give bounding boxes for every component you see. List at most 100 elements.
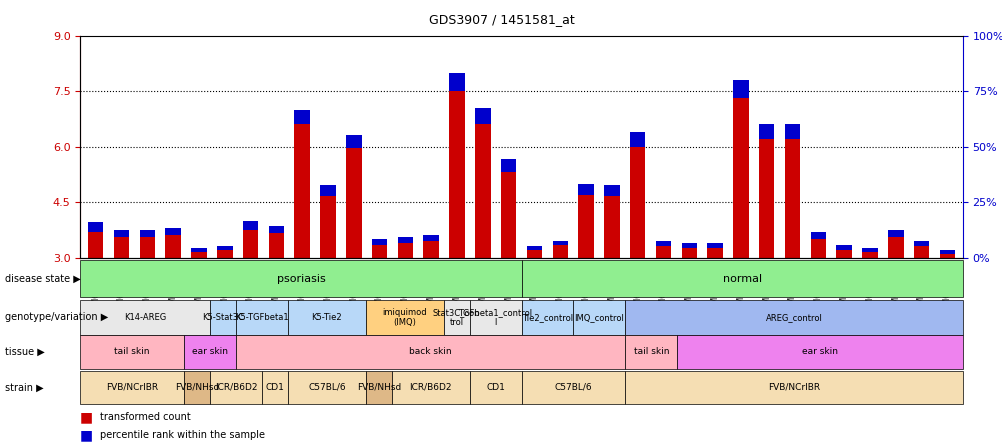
Bar	[706, 248, 722, 258]
Text: CD1: CD1	[266, 383, 285, 392]
Bar	[655, 241, 670, 246]
Bar	[784, 124, 800, 139]
Bar	[113, 237, 129, 258]
Bar	[269, 234, 284, 258]
Bar	[139, 230, 155, 237]
Bar	[216, 250, 232, 258]
Text: GDS3907 / 1451581_at: GDS3907 / 1451581_at	[428, 13, 574, 26]
Bar	[887, 237, 903, 258]
Bar	[913, 241, 929, 246]
Text: normal: normal	[721, 274, 762, 284]
Bar	[475, 124, 490, 258]
Bar	[165, 235, 180, 258]
Bar	[500, 172, 516, 258]
Bar	[191, 252, 206, 258]
Bar	[500, 159, 516, 172]
Text: ■: ■	[80, 410, 93, 424]
Text: disease state ▶: disease state ▶	[5, 274, 81, 284]
Bar	[629, 132, 645, 147]
Bar	[681, 248, 696, 258]
Bar	[397, 243, 413, 258]
Bar	[320, 197, 336, 258]
Text: K5-Tie2: K5-Tie2	[312, 313, 342, 322]
Text: FVB/NHsd: FVB/NHsd	[174, 383, 219, 392]
Bar	[88, 222, 103, 232]
Bar	[139, 237, 155, 258]
Text: FVB/NCrIBR: FVB/NCrIBR	[106, 383, 158, 392]
Bar	[706, 243, 722, 248]
Bar	[346, 148, 361, 258]
Bar	[759, 124, 774, 139]
Bar	[603, 197, 619, 258]
Bar	[526, 250, 542, 258]
Text: genotype/variation ▶: genotype/variation ▶	[5, 313, 108, 322]
Text: FVB/NHsd: FVB/NHsd	[357, 383, 401, 392]
Text: tail skin: tail skin	[633, 347, 668, 357]
Text: K14-AREG: K14-AREG	[124, 313, 166, 322]
Bar	[295, 110, 310, 124]
Bar	[939, 250, 954, 254]
Bar	[423, 235, 439, 241]
Bar	[862, 248, 877, 252]
Bar	[939, 254, 954, 258]
Text: Stat3C_con
trol: Stat3C_con trol	[433, 308, 480, 327]
Bar	[269, 226, 284, 234]
Bar	[372, 245, 387, 258]
Text: K5-Stat3C: K5-Stat3C	[201, 313, 243, 322]
Bar	[191, 248, 206, 252]
Text: percentile rank within the sample: percentile rank within the sample	[100, 430, 266, 440]
Text: FVB/NCrIBR: FVB/NCrIBR	[768, 383, 820, 392]
Bar	[578, 194, 593, 258]
Bar	[862, 252, 877, 258]
Text: ICR/B6D2: ICR/B6D2	[214, 383, 257, 392]
Text: transformed count: transformed count	[100, 412, 190, 422]
Bar	[552, 245, 567, 258]
Bar	[552, 241, 567, 245]
Bar	[759, 139, 774, 258]
Bar	[655, 246, 670, 258]
Bar	[346, 135, 361, 148]
Text: psoriasis: psoriasis	[277, 274, 325, 284]
Text: C57BL/6: C57BL/6	[554, 383, 592, 392]
Bar	[242, 230, 259, 258]
Bar	[732, 80, 747, 99]
Text: ■: ■	[80, 428, 93, 442]
Bar	[681, 243, 696, 248]
Bar	[526, 246, 542, 250]
Bar	[578, 183, 593, 194]
Text: ear skin: ear skin	[191, 347, 227, 357]
Bar	[242, 221, 259, 230]
Bar	[475, 108, 490, 124]
Bar	[629, 147, 645, 258]
Bar	[372, 239, 387, 245]
Bar	[732, 99, 747, 258]
Bar	[836, 250, 851, 258]
Bar	[836, 245, 851, 250]
Bar	[397, 237, 413, 243]
Bar	[449, 72, 464, 91]
Text: Tie2_control: Tie2_control	[521, 313, 572, 322]
Text: AREG_control: AREG_control	[765, 313, 822, 322]
Bar	[423, 241, 439, 258]
Bar	[88, 232, 103, 258]
Bar	[216, 246, 232, 250]
Bar	[887, 230, 903, 237]
Text: ICR/B6D2: ICR/B6D2	[409, 383, 452, 392]
Text: TGFbeta1_control
l: TGFbeta1_control l	[458, 308, 532, 327]
Text: ear skin: ear skin	[802, 347, 838, 357]
Text: IMQ_control: IMQ_control	[574, 313, 624, 322]
Bar	[320, 186, 336, 197]
Text: imiquimod
(IMQ): imiquimod (IMQ)	[382, 308, 427, 327]
Text: tail skin: tail skin	[114, 347, 149, 357]
Bar	[603, 186, 619, 197]
Text: back skin: back skin	[409, 347, 452, 357]
Text: CD1: CD1	[486, 383, 505, 392]
Bar	[810, 232, 826, 239]
Bar	[113, 230, 129, 237]
Bar	[913, 246, 929, 258]
Bar	[449, 91, 464, 258]
Bar	[784, 139, 800, 258]
Text: strain ▶: strain ▶	[5, 382, 44, 392]
Bar	[295, 124, 310, 258]
Text: tissue ▶: tissue ▶	[5, 347, 45, 357]
